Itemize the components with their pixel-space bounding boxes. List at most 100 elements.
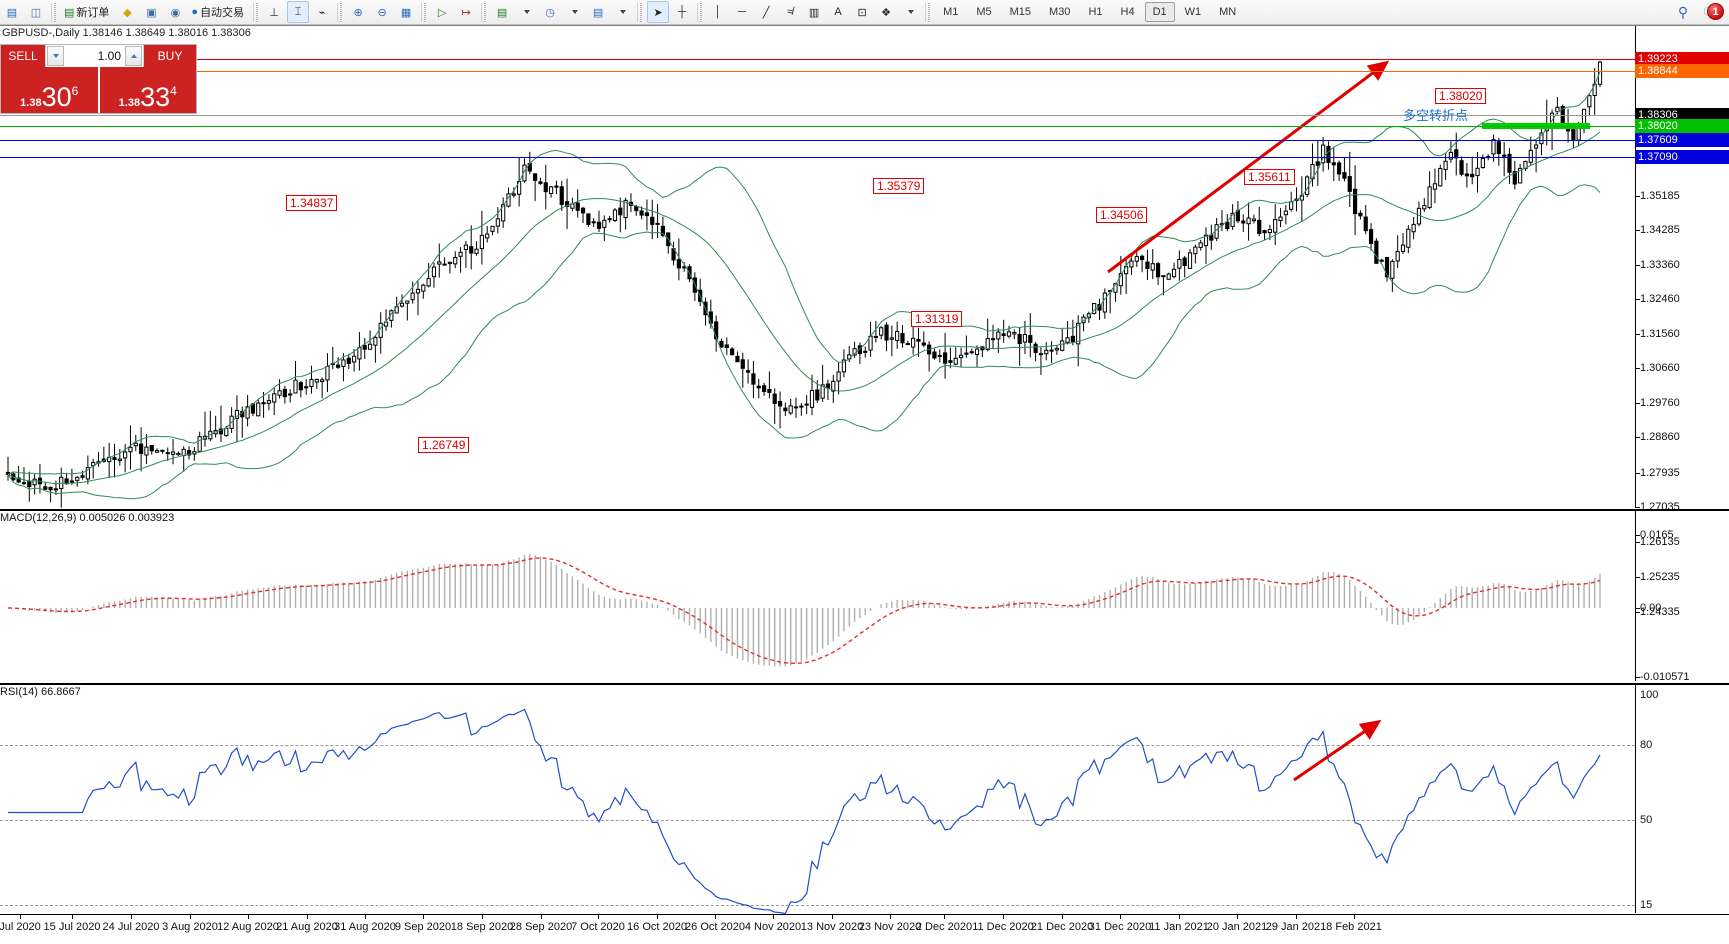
market-watch-icon[interactable]: ◫ bbox=[30, 6, 42, 19]
timeframe-w1[interactable]: W1 bbox=[1184, 6, 1202, 18]
new-order-button[interactable]: ▤ 新订单 bbox=[61, 1, 114, 23]
main-toolbar: ▤ ◫ ▤ 新订单 ◆ ▣ ◉ ● 自动交易 ⊥ ⌶ ⌁ ⊕ ⊖ ▦ ▷ ↦ ▤… bbox=[0, 0, 1729, 25]
candlestick-chart-icon[interactable]: ⌶ bbox=[287, 1, 310, 23]
macd-pane[interactable]: MACD(12,26,9) 0.005026 0.003923 0.0165 0.… bbox=[0, 509, 1729, 683]
level-line-gray[interactable] bbox=[0, 115, 1635, 116]
cursor-icon[interactable]: ➤ bbox=[647, 1, 670, 23]
rsi-label: RSI(14) 66.8667 bbox=[0, 686, 81, 698]
price-tag-139223: 1.39223 bbox=[1635, 52, 1729, 66]
toolbar-separator-7 bbox=[697, 2, 704, 22]
notification-badge: 1 bbox=[1707, 3, 1724, 20]
shapes-icon[interactable]: ❖ bbox=[881, 6, 891, 19]
auto-scroll-icon[interactable]: ↦ bbox=[461, 6, 471, 19]
rsi-tick: 15 bbox=[1640, 899, 1653, 911]
volume-input[interactable]: 1.00 bbox=[97, 49, 121, 63]
indicators-dropdown-chevron-down-icon[interactable] bbox=[515, 1, 537, 23]
timeframe-mn[interactable]: MN bbox=[1219, 6, 1237, 18]
chart-title: GBPUSD-,Daily 1.38146 1.38649 1.38016 1.… bbox=[2, 27, 251, 39]
equidistant-channel-icon[interactable]: ≉ bbox=[787, 6, 794, 18]
date-tick bbox=[72, 915, 73, 919]
buy-price-prefix: 1.38 bbox=[118, 97, 141, 109]
line-chart-icon[interactable]: ⌁ bbox=[318, 6, 326, 19]
periods-dropdown-chevron-down-icon[interactable] bbox=[563, 1, 585, 23]
toolbar-separator-8 bbox=[925, 2, 932, 22]
price-tick: 1.28860 bbox=[1636, 431, 1680, 443]
annotation-turning-point: 多空转折点 bbox=[1403, 108, 1469, 123]
vertical-line-icon[interactable]: │ bbox=[714, 6, 722, 18]
horizontal-line-icon[interactable]: ─ bbox=[738, 6, 746, 18]
expert-advisor-icon[interactable]: ◆ bbox=[123, 6, 132, 19]
level-line-blue2[interactable] bbox=[0, 157, 1635, 158]
crosshair-icon[interactable]: ┼ bbox=[678, 6, 686, 18]
level-line-orange[interactable] bbox=[0, 71, 1635, 72]
date-tick bbox=[1296, 915, 1297, 919]
zoom-out-icon[interactable]: ⊖ bbox=[377, 6, 387, 19]
shapes-dropdown-chevron-down-icon[interactable] bbox=[899, 1, 921, 23]
rsi-pane[interactable]: RSI(14) 66.8667 1008050150 bbox=[0, 683, 1729, 936]
buy-button[interactable]: BUY bbox=[144, 45, 196, 67]
sell-button[interactable]: SELL bbox=[1, 45, 45, 67]
one-click-trading-panel[interactable]: SELL 1.00 BUY 1.38 30 6 1.38 33 4 bbox=[0, 44, 197, 114]
sell-price-display[interactable]: 1.38 30 6 bbox=[1, 67, 98, 113]
date-tick bbox=[944, 915, 945, 919]
level-line-blue1[interactable] bbox=[0, 140, 1635, 141]
timeframe-h1[interactable]: H1 bbox=[1088, 6, 1103, 18]
price-tag-138306: 1.38306 bbox=[1635, 108, 1729, 122]
rsi-level-line bbox=[0, 905, 1635, 906]
macd-tick: 0.00 bbox=[1636, 602, 1661, 614]
timeframe-m30[interactable]: M30 bbox=[1049, 6, 1071, 18]
date-tick bbox=[1120, 915, 1121, 919]
templates-dropdown-chevron-down-icon[interactable] bbox=[611, 1, 633, 23]
timeframe-m15[interactable]: M15 bbox=[1009, 6, 1032, 18]
volume-increase-button[interactable] bbox=[125, 46, 142, 66]
sell-price-main: 30 bbox=[41, 82, 72, 112]
date-tick bbox=[832, 915, 833, 919]
buy-price-display[interactable]: 1.38 33 4 bbox=[97, 67, 196, 113]
price-scale[interactable]: 1.360851.351851.342851.333601.324601.315… bbox=[1635, 26, 1729, 618]
macd-tick: -0.010571 bbox=[1636, 671, 1690, 683]
date-label: 4 Nov 2020 bbox=[744, 921, 802, 933]
indicators-icon[interactable]: ▤ bbox=[496, 6, 508, 19]
chart-shift-icon[interactable]: ▷ bbox=[437, 6, 447, 19]
rsi-scale[interactable]: 1008050150 bbox=[1635, 685, 1729, 936]
autotrading-button[interactable]: ● 自动交易 bbox=[188, 1, 249, 23]
level-line-red[interactable] bbox=[0, 59, 1635, 60]
templates-icon[interactable]: ▤ bbox=[592, 6, 604, 19]
price-tick: 1.30660 bbox=[1636, 362, 1680, 374]
fibonacci-icon[interactable]: ▥ bbox=[808, 6, 820, 19]
price-tick: 1.35185 bbox=[1636, 190, 1680, 202]
date-tick bbox=[1003, 915, 1004, 919]
date-tick bbox=[1179, 915, 1180, 919]
rsi-series bbox=[8, 708, 1601, 915]
periods-icon[interactable]: ◷ bbox=[545, 6, 555, 19]
price-pane[interactable]: GBPUSD-,Daily 1.38146 1.38649 1.38016 1.… bbox=[0, 26, 1729, 618]
zoom-in-icon[interactable]: ⊕ bbox=[353, 6, 363, 19]
buy-price-main: 33 bbox=[140, 82, 171, 112]
text-icon[interactable]: A bbox=[834, 6, 842, 18]
volume-stepper[interactable]: 1.00 bbox=[45, 45, 144, 67]
macd-label: MACD(12,26,9) 0.005026 0.003923 bbox=[0, 512, 175, 524]
timeframe-d1[interactable]: D1 bbox=[1144, 2, 1175, 22]
trendline-icon[interactable]: ╱ bbox=[762, 6, 770, 19]
signals-icon[interactable]: ◉ bbox=[170, 6, 181, 19]
timeframe-h4[interactable]: H4 bbox=[1120, 6, 1135, 18]
date-axis[interactable]: Jul 2020 15 Jul 2020 24 Jul 2020 3 Aug 2020… bbox=[0, 914, 1729, 944]
search-icon[interactable]: ⚲ bbox=[1677, 3, 1689, 20]
price-tick: 1.24335 bbox=[1636, 606, 1680, 618]
timeframe-m1[interactable]: M1 bbox=[943, 6, 959, 18]
level-line-green[interactable] bbox=[0, 126, 1635, 127]
date-label: 12 Aug 2020 bbox=[217, 921, 279, 933]
volume-decrease-button[interactable] bbox=[47, 46, 64, 66]
chart-area[interactable]: GBPUSD-,Daily 1.38146 1.38649 1.38016 1.… bbox=[0, 25, 1729, 944]
timeframe-m5[interactable]: M5 bbox=[976, 6, 992, 18]
price-tick: 1.31560 bbox=[1636, 328, 1680, 340]
notifications-button[interactable]: 🗨 1 bbox=[1701, 3, 1724, 21]
new-chart-icon[interactable]: ▤ bbox=[6, 6, 18, 19]
terminal-icon[interactable]: ▣ bbox=[146, 6, 157, 19]
macd-scale[interactable]: 0.0165 0.00 -0.010571 bbox=[1635, 511, 1729, 683]
macd-series bbox=[7, 554, 1601, 667]
rsi-level-line bbox=[0, 820, 1635, 821]
tile-windows-icon[interactable]: ▦ bbox=[400, 6, 412, 19]
bar-chart-icon[interactable]: ⊥ bbox=[269, 6, 279, 19]
text-label-icon[interactable]: ⊡ bbox=[857, 6, 867, 19]
